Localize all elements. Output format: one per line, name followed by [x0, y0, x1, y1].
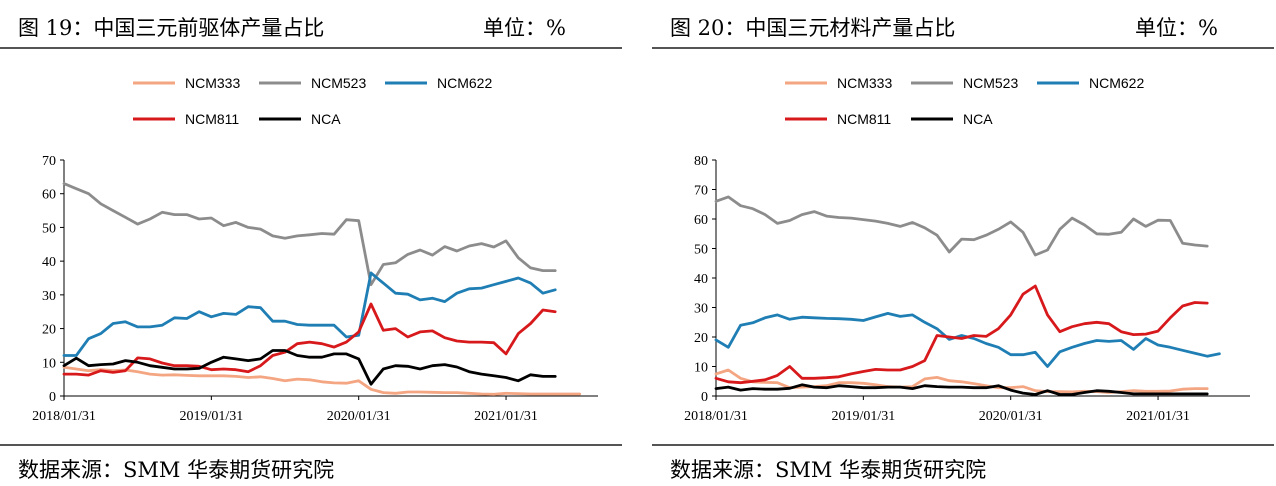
right-chart-panel: 图 20：中国三元材料产量占比 单位：% NCM333 NCM523 NCM622 N…: [652, 0, 1274, 486]
footer-divider: [0, 444, 622, 446]
chart-title: 图 20：中国三元材料产量占比: [670, 16, 956, 40]
unit-label: 单位：%: [483, 16, 566, 40]
series-line-ncm523: [714, 195, 1209, 257]
footer-divider: [652, 444, 1274, 446]
y-tick-label: 60: [42, 188, 56, 203]
source-note: 数据来源：SMM 华泰期货研究院: [18, 458, 335, 482]
series-line-ncm622: [62, 271, 557, 357]
y-tick-label: 40: [694, 272, 708, 287]
legend-item: NCM811: [785, 111, 891, 127]
y-tick-label: 10: [694, 361, 708, 376]
series-line-nca: [62, 349, 557, 386]
x-tick-label: 2020/01/31: [327, 409, 391, 424]
legend-label: NCM333: [185, 75, 240, 91]
legend-item: NCM333: [785, 75, 892, 91]
x-tick-label: 2021/01/31: [474, 409, 538, 424]
precursor-share-chart: NCM333 NCM523 NCM622 NCM811 NCA 0 10 20 30 40 50 60…: [32, 75, 598, 424]
legend-item: NCA: [259, 111, 341, 127]
y-tick-label: 0: [49, 390, 56, 405]
legend-label: NCM333: [837, 75, 892, 91]
legend-label: NCM811: [837, 111, 891, 127]
y-tick-label: 40: [42, 255, 56, 270]
y-tick-label: 80: [694, 154, 708, 169]
legend-item: NCA: [911, 111, 993, 127]
chart-title: 图 19：中国三元前驱体产量占比: [18, 16, 325, 40]
y-tick-label: 0: [701, 390, 708, 405]
x-tick-label: 2021/01/31: [1126, 409, 1190, 424]
y-tick-label: 30: [42, 289, 56, 304]
y-tick-label: 50: [694, 243, 708, 258]
y-tick-label: 30: [694, 302, 708, 317]
y-tick-label: 70: [42, 154, 56, 169]
x-tick-label: 2018/01/31: [684, 409, 748, 424]
header-divider: [652, 47, 1274, 49]
y-tick-label: 20: [42, 323, 56, 338]
series-line-ncm811: [714, 284, 1209, 385]
left-chart-panel: 图 19：中国三元前驱体产量占比 单位：% NCM333 NCM523 NCM622…: [0, 0, 622, 486]
x-tick-label: 2019/01/31: [179, 409, 243, 424]
header-divider: [0, 47, 622, 49]
legend-label: NCM811: [185, 111, 239, 127]
legend-label: NCM523: [963, 75, 1018, 91]
source-note: 数据来源：SMM 华泰期货研究院: [670, 458, 987, 482]
legend-item: NCM333: [133, 75, 240, 91]
y-tick-label: 20: [694, 331, 708, 346]
chart-header: 图 20：中国三元材料产量占比 单位：%: [670, 12, 1274, 42]
cathode-share-chart: NCM333 NCM523 NCM622 NCM811 NCA 0 10 20 30 40 50 60…: [684, 75, 1250, 424]
y-tick-label: 60: [694, 213, 708, 228]
y-tick-label: 50: [42, 221, 56, 236]
legend-item: NCM622: [385, 75, 492, 91]
legend-label: NCA: [963, 111, 993, 127]
legend-label: NCM523: [311, 75, 366, 91]
legend-item: NCM523: [911, 75, 1018, 91]
legend-item: NCM811: [133, 111, 239, 127]
y-tick-label: 10: [42, 356, 56, 371]
legend-label: NCA: [311, 111, 341, 127]
series-line-ncm622: [714, 311, 1221, 368]
legend-label: NCM622: [1089, 75, 1144, 91]
series-line-ncm811: [62, 302, 557, 377]
legend-item: NCM622: [1037, 75, 1144, 91]
x-tick-label: 2018/01/31: [32, 409, 96, 424]
x-tick-label: 2020/01/31: [979, 409, 1043, 424]
series-line-nca: [714, 383, 1209, 396]
legend-label: NCM622: [437, 75, 492, 91]
series-line-ncm333: [62, 365, 582, 396]
series-line-ncm523: [62, 182, 557, 287]
y-tick-label: 70: [694, 184, 708, 199]
chart-header: 图 19：中国三元前驱体产量占比 单位：%: [18, 12, 622, 42]
legend-item: NCM523: [259, 75, 366, 91]
x-tick-label: 2019/01/31: [831, 409, 895, 424]
unit-label: 单位：%: [1135, 16, 1218, 40]
